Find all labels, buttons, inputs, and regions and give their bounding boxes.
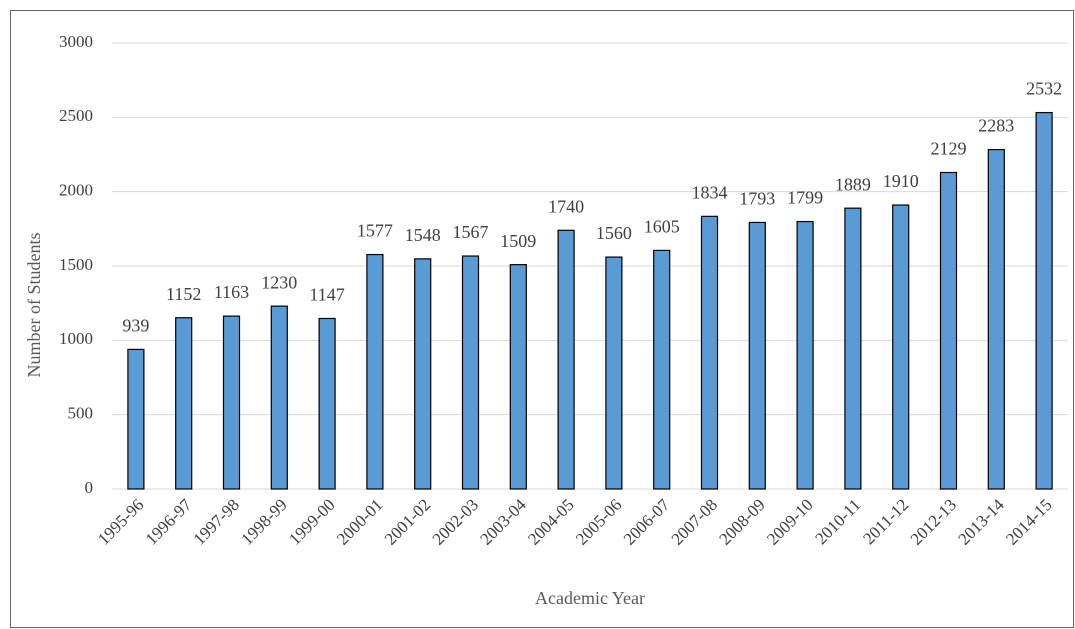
data-label: 1152: [166, 284, 201, 304]
bar: [892, 204, 910, 490]
data-label: 1793: [739, 189, 775, 209]
bar: [366, 253, 384, 490]
data-label: 1577: [357, 221, 393, 241]
x-axis-title: Academic Year: [535, 588, 645, 608]
data-label: 1799: [787, 188, 823, 208]
bar: [557, 229, 575, 490]
y-tick-label: 1500: [59, 255, 93, 274]
bar: [605, 256, 623, 490]
bar: [175, 317, 193, 490]
data-label: 1560: [596, 223, 632, 243]
data-label: 1230: [261, 272, 297, 292]
data-label: 1740: [548, 196, 584, 216]
y-tick-label: 500: [68, 404, 94, 423]
bar: [414, 258, 432, 490]
bar: [748, 221, 766, 490]
bar: [796, 220, 814, 490]
data-label: 1509: [500, 231, 536, 251]
y-tick-label: 0: [85, 478, 94, 497]
data-label: 2283: [978, 116, 1014, 136]
data-label: 1147: [309, 285, 344, 305]
y-axis-title: Number of Students: [24, 233, 44, 378]
data-label: 1910: [883, 171, 919, 191]
bar: [270, 305, 288, 490]
y-tick-label: 1000: [59, 329, 93, 348]
data-label: 1548: [405, 225, 441, 245]
bar: [844, 207, 862, 490]
bar: [509, 264, 527, 490]
bar: [987, 148, 1005, 490]
data-label: 1834: [692, 182, 728, 202]
data-label: 1163: [214, 282, 249, 302]
bar: [653, 249, 671, 490]
y-tick-label: 2500: [59, 106, 93, 125]
data-label: 1605: [644, 217, 680, 237]
data-label: 939: [122, 316, 149, 336]
data-label: 2129: [931, 139, 967, 159]
bar: [127, 348, 145, 490]
bar: [461, 255, 480, 490]
data-label: 1567: [453, 222, 489, 242]
y-tick-label: 3000: [59, 32, 93, 51]
data-label: 2532: [1026, 79, 1062, 99]
bar: [222, 315, 241, 490]
bar: [1035, 111, 1053, 490]
data-label: 1889: [835, 174, 871, 194]
bar: [939, 171, 958, 490]
bar: [318, 317, 336, 490]
bar: [700, 215, 719, 490]
y-tick-label: 2000: [59, 181, 93, 200]
